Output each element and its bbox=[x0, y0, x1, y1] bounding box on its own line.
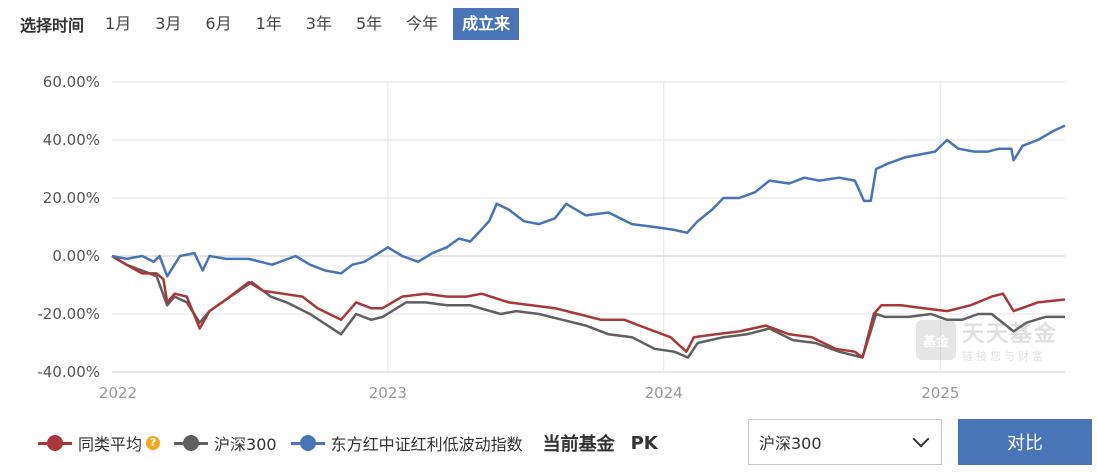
legend-label: 同类平均 bbox=[78, 435, 143, 454]
compare-button[interactable]: 对比 bbox=[958, 419, 1092, 465]
legend-item-fund[interactable]: 东方红中证红利低波动指数 bbox=[290, 431, 523, 455]
legend-line-icon bbox=[290, 435, 325, 451]
y-tick-label: -40.00% bbox=[37, 363, 100, 381]
compare-select[interactable]: 沪深300 bbox=[748, 419, 942, 465]
watermark-logo: 基金 bbox=[916, 320, 956, 360]
series-line bbox=[111, 124, 1066, 278]
help-icon[interactable]: ? bbox=[146, 436, 161, 450]
watermark: 基金 天天基金 链接您与财富 bbox=[916, 316, 1058, 364]
legend-item-csi300[interactable]: 沪深300 bbox=[174, 431, 277, 455]
x-tick-label: 2025 bbox=[921, 384, 959, 402]
range-tab-6m[interactable]: 6月 bbox=[205, 14, 232, 33]
range-tab-1y[interactable]: 1年 bbox=[255, 14, 282, 33]
x-tick-label: 2022 bbox=[99, 384, 137, 402]
range-tab-ytd[interactable]: 今年 bbox=[406, 14, 439, 33]
range-tab-5y[interactable]: 5年 bbox=[355, 14, 383, 33]
legend-line-icon bbox=[174, 435, 209, 451]
chevron-down-icon bbox=[912, 430, 930, 448]
legend-item-peer-average[interactable]: 同类平均 ? bbox=[38, 431, 161, 455]
range-label: 选择时间 bbox=[20, 16, 85, 35]
y-tick-label: 0.00% bbox=[52, 247, 100, 265]
watermark-subtitle: 链接您与财富 bbox=[962, 350, 1046, 363]
legend-line-icon bbox=[38, 435, 72, 451]
legend-label: 东方红中证红利低波动指数 bbox=[330, 435, 523, 454]
chart-legend: 同类平均 ? 沪深300 东方红中证红利低波动指数 当前基金 PK bbox=[38, 428, 658, 458]
y-tick-label: 60.00% bbox=[43, 73, 100, 91]
range-tab-1m[interactable]: 1月 bbox=[105, 14, 132, 33]
y-tick-label: 40.00% bbox=[43, 131, 100, 149]
current-fund-label: 当前基金 bbox=[542, 434, 615, 455]
range-tab-since-inception[interactable]: 成立来 bbox=[453, 8, 520, 40]
compare-select-value: 沪深300 bbox=[759, 434, 822, 453]
range-tab-3m[interactable]: 3月 bbox=[155, 14, 182, 33]
x-tick-label: 2023 bbox=[369, 384, 407, 402]
series-line bbox=[111, 254, 1066, 359]
y-tick-label: -20.00% bbox=[37, 305, 100, 323]
performance-chart: -40.00% -20.00% 0.00% 20.00% 40.00% 60.00% 202… bbox=[37, 73, 1066, 402]
legend-label: 沪深300 bbox=[214, 435, 277, 454]
time-range-bar: 选择时间 1月 3月 6月 1年 3年 5年 今年 成立来 bbox=[0, 8, 525, 40]
x-tick-label: 2024 bbox=[645, 384, 683, 402]
range-tab-3y[interactable]: 3年 bbox=[305, 14, 332, 33]
y-tick-label: 20.00% bbox=[43, 189, 100, 207]
pk-label: PK bbox=[630, 432, 658, 454]
watermark-title: 天天基金 bbox=[962, 322, 1059, 347]
